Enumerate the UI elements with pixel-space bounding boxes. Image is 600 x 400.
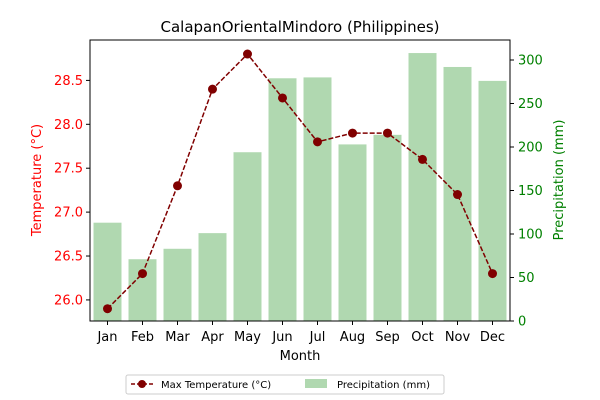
right-y-axis: 0 50 100 150 200 250 300 <box>510 54 543 330</box>
temperature-point-mar <box>173 181 182 191</box>
precipitation-bar-sep <box>373 134 402 321</box>
plot-frame <box>89 39 511 322</box>
x-tick-label: Mar <box>165 330 190 345</box>
temperature-point-jul <box>313 137 322 147</box>
x-tick-label: May <box>234 330 261 345</box>
line-layer <box>103 49 497 314</box>
x-tick-label: Jan <box>96 330 117 345</box>
x-tick-label: Apr <box>201 330 224 345</box>
temperature-point-feb <box>138 269 147 279</box>
left-y-tick-label: 27.0 <box>54 206 83 221</box>
left-y-tick-label: 28.5 <box>54 74 83 89</box>
precipitation-bar-jun <box>268 78 297 321</box>
chart-title: CalapanOrientalMindoro (Philippines) <box>161 18 440 36</box>
precipitation-bar-mar <box>163 248 192 321</box>
temperature-point-nov <box>453 190 462 200</box>
temperature-line <box>106 52 494 310</box>
temperature-point-dec <box>488 269 497 279</box>
right-y-tick-label: 50 <box>518 271 535 286</box>
temperature-point-sep <box>383 128 392 138</box>
legend-point-marker <box>138 380 146 388</box>
right-y-axis-label: Precipitation (mm) <box>552 120 567 241</box>
x-tick-label: Oct <box>411 330 433 345</box>
right-y-tick-label: 300 <box>518 54 543 69</box>
left-y-tick-label: 28.0 <box>54 118 83 133</box>
x-tick-label: Sep <box>375 330 400 345</box>
precipitation-bar-feb <box>128 259 157 321</box>
precipitation-bar-oct <box>408 53 437 322</box>
temperature-point-jun <box>278 93 287 103</box>
precipitation-bar-aug <box>338 144 367 321</box>
x-tick-label: Jun <box>271 330 292 345</box>
x-tick-label: Jul <box>309 330 326 345</box>
legend-label-precipitation: Precipitation (mm) <box>337 380 430 391</box>
temperature-point-aug <box>348 128 357 138</box>
legend-label-temperature: Max Temperature (°C) <box>161 380 271 391</box>
precipitation-bar-apr <box>198 233 227 321</box>
right-y-tick-label: 250 <box>518 97 543 112</box>
temperature-point-oct <box>418 154 427 164</box>
x-axis-label: Month <box>280 349 321 364</box>
right-y-tick-label: 0 <box>518 315 526 330</box>
temperature-point-may <box>243 49 252 59</box>
legend-bar-swatch <box>305 379 327 388</box>
right-y-tick-label: 200 <box>518 141 543 156</box>
temperature-point-jan <box>103 304 112 314</box>
bars-layer <box>93 53 507 322</box>
left-y-tick-label: 26.5 <box>54 250 83 265</box>
precipitation-bar-may <box>233 152 262 321</box>
right-y-tick-label: 100 <box>518 228 543 243</box>
x-tick-label: Aug <box>340 330 365 345</box>
left-y-axis: 26.0 26.5 27.0 27.5 28.0 28.5 <box>54 74 90 308</box>
x-tick-label: Dec <box>480 330 505 345</box>
precipitation-bar-jul <box>303 77 332 321</box>
x-tick-label: Feb <box>131 330 154 345</box>
precipitation-bar-dec <box>478 80 507 321</box>
x-tick-label: Nov <box>445 330 471 345</box>
temperature-point-apr <box>208 84 217 94</box>
left-y-tick-label: 27.5 <box>54 162 83 177</box>
legend: Max Temperature (°C) Precipitation (mm) <box>125 374 445 395</box>
x-axis: Jan Feb Mar Apr May Jun Jul Aug Sep Oct Nov Dec <box>96 321 505 345</box>
legend-frame <box>125 374 445 395</box>
left-y-tick-label: 26.0 <box>54 293 83 308</box>
left-y-axis-label: Temperature (°C) <box>30 124 45 237</box>
right-y-tick-label: 150 <box>518 184 543 199</box>
